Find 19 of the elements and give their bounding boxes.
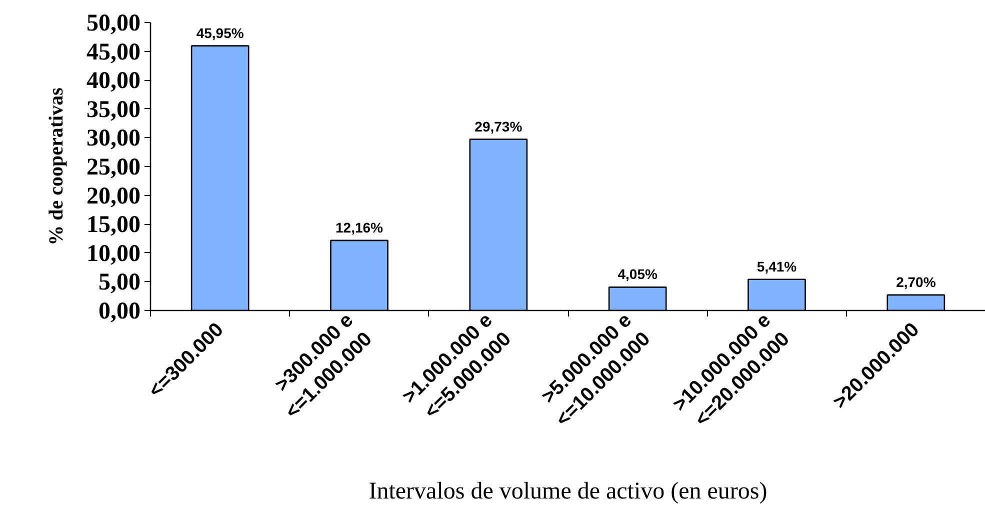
data-label: 2,70% bbox=[896, 274, 936, 290]
y-tick-label: 45,00 bbox=[86, 39, 140, 66]
data-label: 45,95% bbox=[196, 24, 244, 41]
y-tick-label: 50,00 bbox=[86, 10, 140, 36]
y-tick-label: 0,00 bbox=[98, 298, 140, 324]
y-tick-label: 5,00 bbox=[98, 270, 140, 296]
y-tick-label: 25,00 bbox=[86, 154, 140, 180]
x-axis-title: Intervalos de volume de activo (en euros) bbox=[368, 478, 768, 505]
data-label: 5,41% bbox=[756, 258, 798, 274]
data-label: 4,05% bbox=[618, 266, 658, 282]
y-tick-label: 35,00 bbox=[86, 96, 140, 123]
data-label: 12,16% bbox=[336, 219, 384, 236]
data-label: 29,73% bbox=[474, 118, 523, 134]
y-tick-label: 30,00 bbox=[86, 126, 140, 152]
y-tick-label: 20,00 bbox=[86, 183, 140, 210]
y-tick-label: 10,00 bbox=[86, 240, 140, 267]
y-axis-title: % de cooperativas bbox=[46, 87, 68, 246]
y-tick-label: 40,00 bbox=[86, 68, 140, 94]
y-tick-label: 15,00 bbox=[86, 212, 140, 238]
